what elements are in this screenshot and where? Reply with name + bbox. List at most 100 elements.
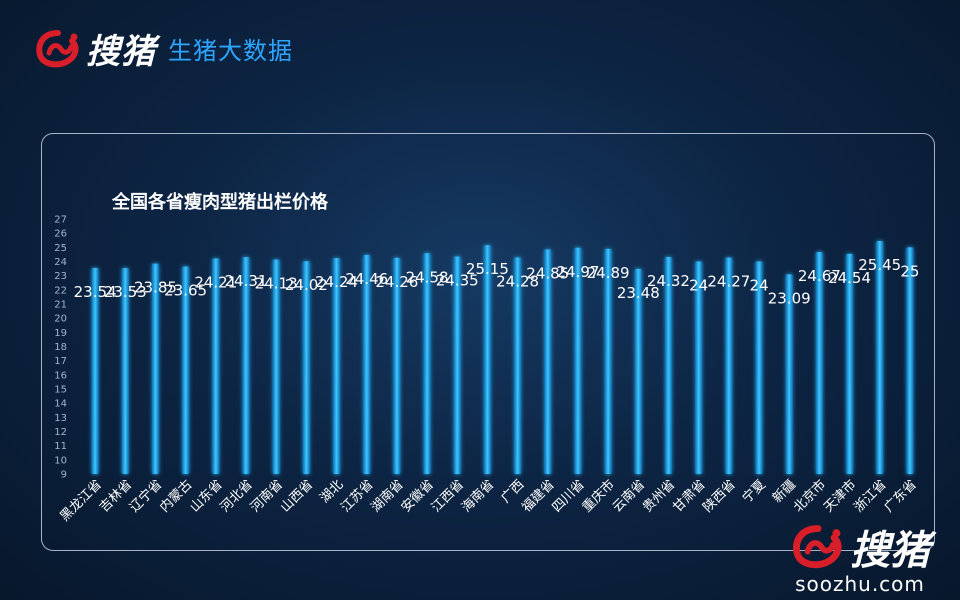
x-tick-label: 山东省 [187, 477, 225, 515]
bar [272, 259, 280, 474]
y-tick-label: 19 [54, 328, 67, 339]
data-label: 24.67 [798, 267, 841, 285]
brand-logo: 搜猪 生猪大数据 [34, 24, 293, 73]
y-tick-label: 11 [54, 441, 67, 452]
data-labels: 23.5423.5323.8523.6524.2124.3124.1324.02… [74, 256, 920, 307]
bar [815, 252, 823, 474]
y-tick-label: 14 [54, 399, 67, 410]
x-tick-label: 北京市 [790, 477, 829, 516]
y-tick-label: 22 [54, 285, 67, 296]
x-tick-label: 重庆市 [579, 477, 618, 516]
bar [212, 258, 220, 474]
bar [725, 257, 733, 474]
y-tick-label: 27 [54, 215, 67, 226]
data-label: 23.48 [617, 284, 660, 302]
x-tick-label: 江西省 [429, 477, 467, 515]
data-label: 24.32 [647, 272, 690, 290]
bar [544, 249, 552, 474]
y-tick-label: 21 [54, 300, 67, 311]
x-tick-label: 湖南省 [368, 477, 407, 516]
x-tick-label: 山西省 [278, 477, 316, 515]
data-label: 24.35 [436, 272, 479, 290]
x-tick-label: 河北省 [218, 477, 256, 515]
data-label: 24.21 [194, 274, 237, 292]
bar-series [91, 240, 914, 474]
data-label: 24.28 [496, 273, 539, 291]
y-tick-label: 23 [54, 271, 67, 282]
data-label: 24.97 [556, 263, 599, 281]
x-tick-label: 贵州省 [640, 477, 678, 515]
data-label: 24.89 [587, 264, 630, 282]
bar [664, 256, 672, 474]
data-label: 25.15 [466, 260, 509, 278]
y-tick-label: 13 [54, 413, 67, 424]
data-label: 24.54 [828, 269, 871, 287]
x-tick-label: 宁夏 [739, 477, 769, 507]
data-label: 24.46 [345, 270, 388, 288]
bar [121, 268, 129, 474]
data-label: 24.58 [406, 268, 449, 286]
bar [785, 274, 793, 474]
bar [242, 257, 250, 474]
bar [423, 253, 431, 474]
bar [906, 247, 914, 474]
bar [453, 256, 461, 474]
watermark: 搜猪 soozhu.com [790, 518, 930, 596]
x-tick-label: 福建省 [519, 477, 557, 515]
y-tick-label: 12 [54, 427, 67, 438]
logo-text: 搜猪 [86, 32, 156, 72]
x-tick-label: 内蒙古 [157, 477, 196, 516]
data-label: 23.53 [104, 283, 147, 301]
y-tick-label: 24 [54, 257, 67, 268]
x-tick-label: 安徽省 [399, 477, 437, 515]
data-label: 24.31 [225, 272, 268, 290]
bar [302, 261, 310, 474]
x-tick-label: 云南省 [609, 477, 648, 516]
x-tick-label: 吉林省 [97, 477, 135, 515]
bar [91, 268, 99, 474]
y-tick-label: 9 [61, 470, 67, 481]
data-label: 25.45 [858, 256, 901, 274]
watermark-logo-icon [793, 525, 842, 569]
x-tick-label: 海南省 [458, 477, 497, 516]
x-tick-label: 江苏省 [338, 477, 377, 516]
data-label: 25 [900, 262, 919, 280]
bar [695, 261, 703, 474]
data-label: 24.24 [315, 273, 358, 291]
x-tick-label: 天津市 [820, 477, 859, 516]
soozhu-logo-icon [36, 29, 79, 67]
x-tick-label: 四川省 [550, 477, 588, 515]
data-label: 24.26 [375, 273, 418, 291]
bar [876, 240, 884, 474]
bar [634, 268, 642, 474]
data-label: 24.02 [285, 276, 328, 294]
x-tick-label: 辽宁省 [126, 477, 165, 516]
y-tick-label: 20 [54, 314, 67, 325]
y-axis: 9 10 11 12 13 14 15 16 17 18 19 20 21 22 23 24 25 26 27 [54, 215, 67, 481]
bar [574, 247, 582, 474]
x-tick-label: 河南省 [247, 477, 286, 516]
chart-panel [41, 133, 935, 551]
data-label: 23.09 [768, 289, 811, 307]
x-tick-label: 甘肃省 [670, 477, 708, 515]
watermark-logo-text: 搜猪 [850, 527, 930, 574]
chart-title: 全国各省瘦肉型猪出栏价格 [112, 192, 328, 213]
x-tick-label: 广东省 [882, 477, 920, 515]
bar [514, 257, 522, 474]
data-label: 24 [749, 277, 768, 295]
data-label: 24.13 [255, 275, 298, 293]
bar [363, 254, 371, 474]
bar [604, 248, 612, 474]
y-tick-label: 26 [54, 229, 67, 240]
data-label: 23.54 [74, 283, 117, 301]
bar [182, 266, 190, 474]
y-tick-label: 25 [54, 243, 67, 254]
y-tick-label: 15 [54, 385, 67, 396]
data-label: 23.65 [164, 281, 207, 299]
y-tick-label: 10 [54, 455, 67, 466]
bar [483, 245, 491, 474]
bar [755, 261, 763, 474]
bar [333, 258, 341, 474]
header-subtitle: 生猪大数据 [168, 37, 293, 65]
